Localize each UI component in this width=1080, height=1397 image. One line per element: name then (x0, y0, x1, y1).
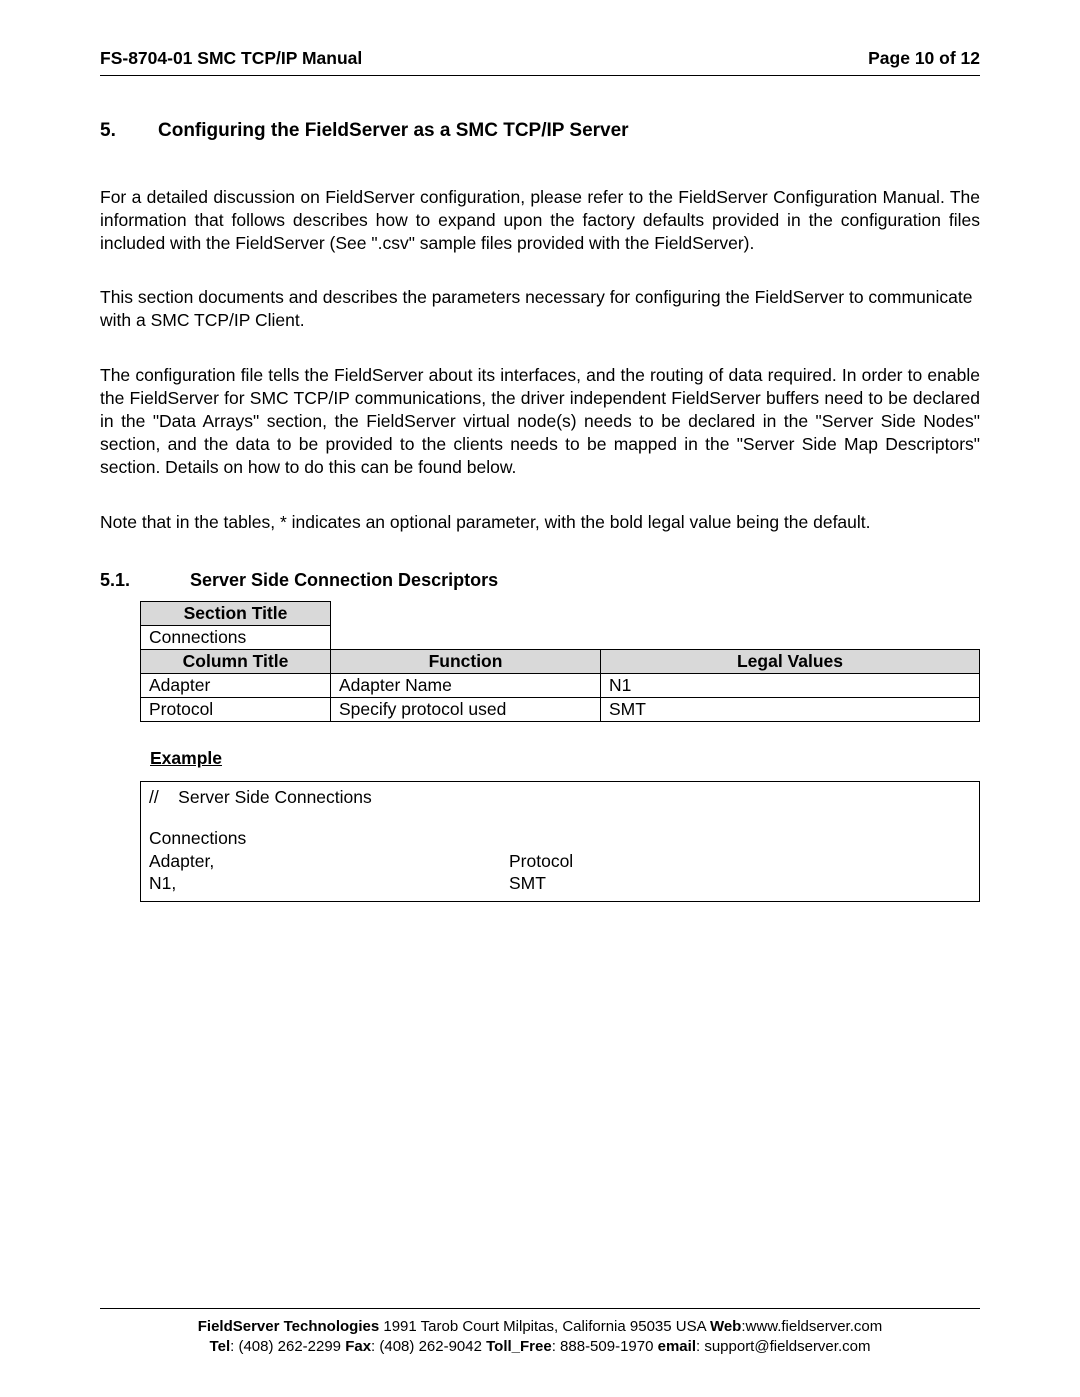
table-wrapper: Section Title Connections Column Title F… (140, 601, 980, 722)
footer-company: FieldServer Technologies (198, 1318, 379, 1335)
paragraph-4: Note that in the tables, * indicates an … (100, 511, 980, 534)
section-title-header: Section Title (141, 602, 331, 626)
blank-cell (331, 602, 980, 626)
example-comment: // Server Side Connections (149, 786, 971, 809)
connection-table: Section Title Connections Column Title F… (140, 601, 980, 722)
example-block-title: Connections (149, 827, 971, 850)
example-col2a: Protocol (509, 850, 971, 873)
col-header-1: Column Title (141, 650, 331, 674)
footer-tel-label: Tel (210, 1338, 231, 1355)
cell: Specify protocol used (331, 698, 601, 722)
subsection-heading: 5.1. Server Side Connection Descriptors (100, 570, 980, 591)
example-box: // Server Side Connections Connections A… (140, 781, 980, 902)
subsection-title: Server Side Connection Descriptors (190, 570, 498, 591)
col-header-3: Legal Values (601, 650, 980, 674)
footer-line-2: Tel: (408) 262-2299 Fax: (408) 262-9042 … (100, 1337, 980, 1357)
section-title-value: Connections (141, 626, 331, 650)
footer-fax-value: : (408) 262-9042 (371, 1338, 486, 1355)
page-footer: FieldServer Technologies 1991 Tarob Cour… (100, 1308, 980, 1358)
section-heading: 5. Configuring the FieldServer as a SMC … (100, 120, 980, 142)
example-col2b: SMT (509, 872, 971, 895)
paragraph-3: The configuration file tells the FieldSe… (100, 364, 980, 479)
col-header-2: Function (331, 650, 601, 674)
footer-toll-value: : 888-509-1970 (552, 1338, 658, 1355)
cell: Adapter Name (331, 674, 601, 698)
footer-email-value: : support@fieldserver.com (696, 1338, 870, 1355)
footer-address: 1991 Tarob Court Milpitas, California 95… (379, 1318, 710, 1335)
section-title: Configuring the FieldServer as a SMC TCP… (158, 120, 629, 142)
footer-fax-label: Fax (345, 1338, 371, 1355)
page: FS-8704-01 SMC TCP/IP Manual Page 10 of … (0, 0, 1080, 1397)
table-row: Protocol Specify protocol used SMT (141, 698, 980, 722)
header-left: FS-8704-01 SMC TCP/IP Manual (100, 48, 362, 69)
cell: Protocol (141, 698, 331, 722)
footer-tel-value: : (408) 262-2299 (230, 1338, 345, 1355)
subsection-number: 5.1. (100, 570, 190, 591)
footer-line-1: FieldServer Technologies 1991 Tarob Cour… (100, 1317, 980, 1337)
section-number: 5. (100, 120, 158, 142)
paragraph-1: For a detailed discussion on FieldServer… (100, 186, 980, 255)
page-header: FS-8704-01 SMC TCP/IP Manual Page 10 of … (100, 48, 980, 76)
blank-cell (331, 626, 980, 650)
footer-email-label: email (658, 1338, 696, 1355)
footer-web-value: :www.fieldserver.com (741, 1318, 882, 1335)
example-col1b: N1, (149, 872, 509, 895)
header-right: Page 10 of 12 (868, 48, 980, 69)
example-grid: Adapter, Protocol N1, SMT (149, 850, 971, 896)
cell: Adapter (141, 674, 331, 698)
spacer (149, 809, 971, 827)
cell: N1 (601, 674, 980, 698)
footer-web-label: Web (710, 1318, 741, 1335)
footer-toll-label: Toll_Free (486, 1338, 552, 1355)
example-col1a: Adapter, (149, 850, 509, 873)
cell: SMT (601, 698, 980, 722)
example-label: Example (150, 748, 980, 769)
table-row: Adapter Adapter Name N1 (141, 674, 980, 698)
paragraph-2: This section documents and describes the… (100, 286, 980, 332)
